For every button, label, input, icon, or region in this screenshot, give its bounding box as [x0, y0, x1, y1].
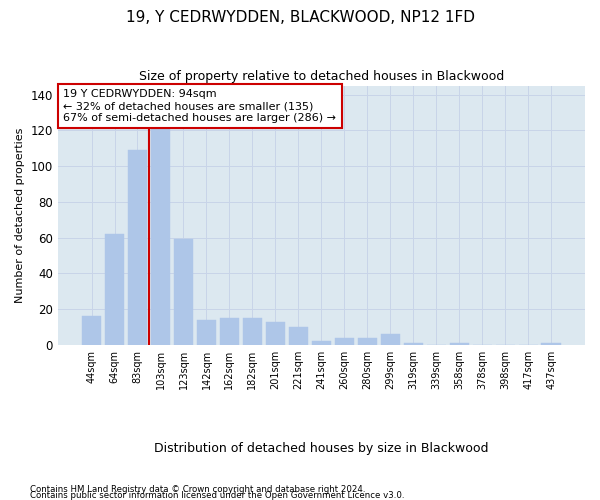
Bar: [311, 342, 331, 345]
Bar: [174, 240, 193, 345]
X-axis label: Distribution of detached houses by size in Blackwood: Distribution of detached houses by size …: [154, 442, 488, 455]
Bar: [82, 316, 101, 345]
Bar: [151, 120, 170, 345]
Bar: [197, 320, 216, 345]
Bar: [266, 322, 285, 345]
Bar: [380, 334, 400, 345]
Bar: [449, 343, 469, 345]
Title: Size of property relative to detached houses in Blackwood: Size of property relative to detached ho…: [139, 70, 504, 83]
Bar: [105, 234, 124, 345]
Text: Contains public sector information licensed under the Open Government Licence v3: Contains public sector information licen…: [30, 490, 404, 500]
Bar: [128, 150, 147, 345]
Bar: [242, 318, 262, 345]
Bar: [335, 338, 354, 345]
Y-axis label: Number of detached properties: Number of detached properties: [15, 128, 25, 303]
Bar: [289, 327, 308, 345]
Bar: [404, 343, 423, 345]
Text: 19 Y CEDRWYDDEN: 94sqm
← 32% of detached houses are smaller (135)
67% of semi-de: 19 Y CEDRWYDDEN: 94sqm ← 32% of detached…: [63, 90, 336, 122]
Bar: [541, 343, 561, 345]
Text: 19, Y CEDRWYDDEN, BLACKWOOD, NP12 1FD: 19, Y CEDRWYDDEN, BLACKWOOD, NP12 1FD: [125, 10, 475, 25]
Bar: [220, 318, 239, 345]
Bar: [358, 338, 377, 345]
Text: Contains HM Land Registry data © Crown copyright and database right 2024.: Contains HM Land Registry data © Crown c…: [30, 484, 365, 494]
